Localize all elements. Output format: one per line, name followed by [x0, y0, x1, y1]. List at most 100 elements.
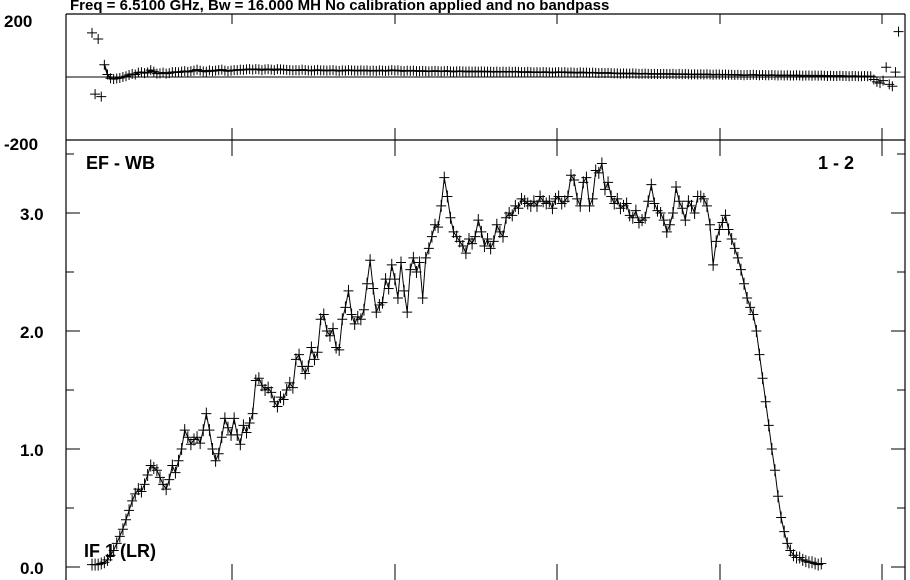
amplitude-point [701, 199, 712, 212]
amplitude-point [460, 247, 471, 260]
amplitude-point [272, 400, 283, 413]
phase-panel: 200 -200 [4, 12, 906, 154]
amplitude-point [328, 322, 339, 335]
amplitude-point [423, 242, 434, 255]
amplitude-point [371, 306, 382, 319]
amplitude-point [596, 157, 607, 170]
phase-point [878, 75, 889, 86]
amplitude-point [108, 544, 119, 557]
amplitude-point [222, 421, 233, 434]
amplitude-point [213, 447, 224, 460]
amplitude-point [238, 419, 249, 432]
amplitude-point [467, 237, 478, 250]
amplitude-point [334, 343, 345, 356]
amplitude-point [708, 258, 719, 271]
amplitude-point [547, 202, 558, 215]
amplitude-point [572, 192, 583, 205]
amplitude-point [355, 313, 366, 326]
amplitude-point [621, 197, 632, 210]
amplitude-point [287, 381, 298, 394]
amplitude-point [266, 386, 277, 399]
amp-tick-label-0: 0.0 [20, 559, 44, 578]
phase-point [93, 34, 104, 45]
amplitude-point [562, 190, 573, 203]
amplitude-point [306, 341, 317, 354]
phase-point [87, 27, 97, 38]
amplitude-point [686, 199, 697, 212]
baseline-label: EF - WB [86, 153, 155, 173]
amplitude-point [281, 384, 292, 396]
amplitude-point [705, 218, 716, 231]
amplitude-point [513, 202, 524, 215]
amplitude-point [612, 192, 623, 205]
amplitude-point [127, 494, 138, 507]
amplitude-point [773, 490, 784, 503]
amplitude-point [179, 424, 190, 437]
amplitude-point [507, 209, 518, 222]
amplitude-point [717, 216, 728, 229]
amplitude-point [204, 424, 215, 437]
phase-point [887, 81, 898, 92]
amplitude-point [247, 407, 258, 420]
amplitude-point [606, 190, 617, 203]
amplitude-point [386, 258, 397, 271]
amplitude-point [599, 183, 610, 196]
polarization-label: 1 - 2 [818, 153, 854, 173]
amplitude-point [751, 325, 762, 337]
amplitude-point [294, 348, 305, 361]
amplitude-point [343, 284, 354, 297]
amplitude-point [312, 346, 323, 359]
amplitude-line [92, 163, 822, 566]
amplitude-point [201, 407, 212, 420]
amplitude-point [173, 454, 184, 467]
amplitude-point [368, 282, 379, 295]
amplitude-point [219, 412, 230, 425]
chart-title: Freq = 6.5100 GHz, Bw = 16.000 MH No cal… [70, 0, 609, 14]
amplitude-point [473, 214, 484, 227]
amplitude-point [497, 230, 508, 243]
amplitude-point [402, 306, 413, 319]
amplitude-point [241, 426, 252, 439]
amplitude-point [485, 242, 496, 255]
amplitude-point [442, 190, 453, 203]
amplitude-point [544, 195, 555, 208]
amplitude-point [745, 301, 756, 314]
amplitude-point [531, 199, 542, 212]
amplitude-point [414, 256, 425, 269]
amplitude-point [646, 178, 657, 191]
amplitude-point [630, 204, 641, 217]
amplitude-point [253, 372, 264, 385]
phase-point [90, 89, 101, 100]
phase-tick-label-200: 200 [4, 12, 32, 31]
amplitude-panel: EF - WB 1 - 2 IF 1 (LR) 3.0 2.0 1.0 0.0 [20, 139, 906, 580]
amplitude-point [380, 273, 391, 286]
amplitude-point [318, 308, 329, 321]
amplitude-point [445, 211, 456, 224]
amplitude-point [766, 443, 777, 455]
amplitude-point [674, 195, 685, 208]
axis-ticks [66, 14, 905, 580]
amplitude-point [114, 530, 125, 543]
amplitude-point [664, 218, 675, 231]
amp-tick-label-2: 2.0 [20, 323, 44, 342]
amplitude-point [748, 308, 759, 321]
amplitude-point [210, 454, 221, 467]
amplitude-point [117, 523, 128, 536]
amplitude-point [732, 251, 743, 264]
amplitude-point [309, 353, 320, 366]
amplitude-point [689, 207, 700, 219]
amplitude-point [671, 181, 682, 194]
amplitude-point [216, 431, 227, 444]
amplitude-point [182, 431, 193, 444]
amplitude-point-series [87, 157, 827, 571]
amplitude-point [569, 173, 580, 186]
amplitude-point [782, 537, 793, 550]
amplitude-point [405, 263, 416, 276]
amplitude-point [111, 537, 122, 550]
amplitude-point [411, 266, 422, 278]
amplitude-point [389, 273, 400, 286]
amplitude-point [643, 195, 654, 208]
amplitude-point [124, 504, 135, 517]
amplitude-point [491, 218, 502, 231]
amplitude-point [346, 308, 357, 321]
